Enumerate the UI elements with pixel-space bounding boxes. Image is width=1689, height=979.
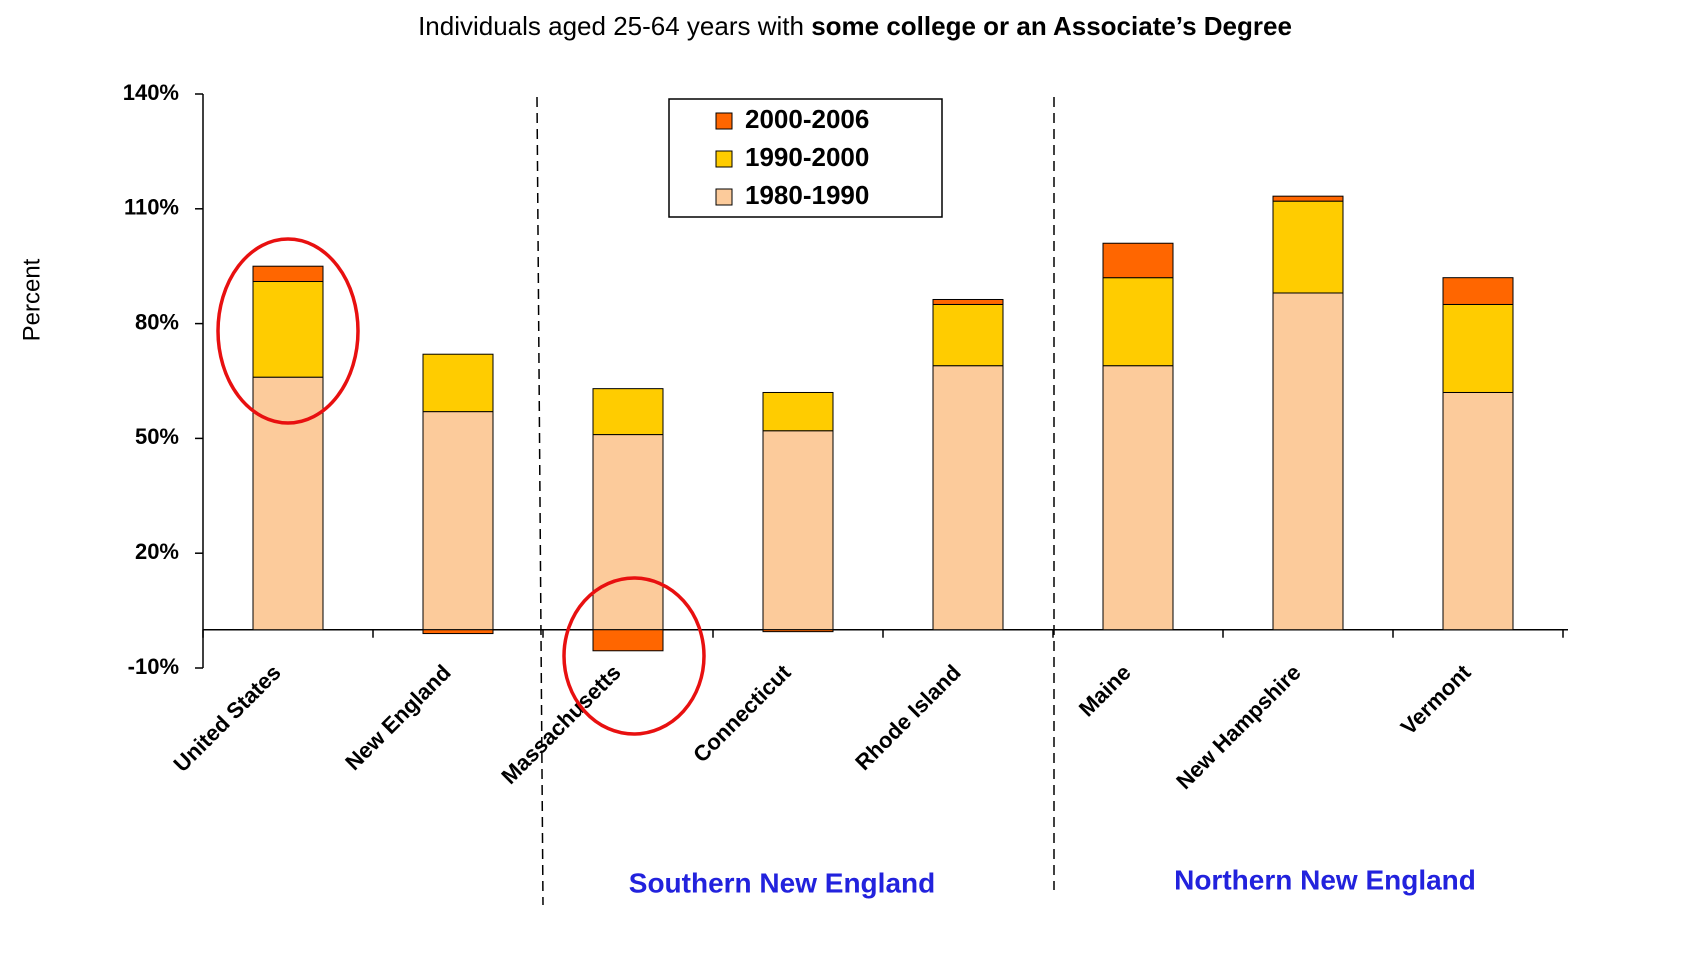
legend-label: 2000-2006	[745, 104, 869, 134]
x-tick-label: Massachusetts	[496, 660, 625, 789]
bar-segment	[592, 434, 664, 631]
bar-segment	[252, 265, 324, 283]
bar-segment	[1102, 242, 1174, 279]
group-label: Northern New England	[1174, 864, 1476, 895]
chart-title: Individuals aged 25-64 years with some c…	[418, 11, 1292, 41]
y-tick-label: 110%	[124, 195, 179, 220]
group-label: Southern New England	[629, 867, 935, 898]
y-tick-label: 140%	[123, 80, 179, 105]
x-tick-label: Rhode Island	[850, 660, 965, 775]
bar-segment	[1272, 292, 1344, 631]
highlight-circle	[216, 237, 360, 425]
legend-label: 1980-1990	[745, 180, 869, 210]
title-part: some college or an Associate’s Degree	[811, 11, 1292, 41]
bar-segment	[932, 303, 1004, 367]
title-part: Individuals aged 25-64 years with	[418, 11, 811, 41]
bar-segment	[422, 629, 494, 635]
bar-segment	[1272, 195, 1344, 202]
legend-swatch	[715, 150, 733, 168]
legend: 1980-1990 1990-2000 2000-2006	[668, 98, 943, 218]
bar-segment	[1102, 277, 1174, 367]
plot: -10% 20% 50% 80% 110% 140% United States New En…	[123, 80, 1568, 794]
bar-segment	[1442, 303, 1514, 393]
y-tick-label: 50%	[135, 424, 179, 449]
bar-segment	[932, 298, 1004, 305]
highlight-circle	[562, 576, 706, 736]
bar-segment	[1272, 200, 1344, 294]
legend-label: 1990-2000	[745, 142, 869, 172]
bar-segment	[1442, 391, 1514, 631]
bar-segment	[422, 353, 494, 413]
y-tick-label: -10%	[128, 654, 179, 679]
y-axis-label: Percent	[18, 258, 45, 341]
bar-segment	[1442, 277, 1514, 305]
bar-segment	[422, 411, 494, 631]
x-tick-label: Maine	[1074, 660, 1136, 722]
bar-segment	[252, 376, 324, 631]
bar-segment	[762, 629, 834, 633]
x-tick-label: United States	[169, 660, 286, 777]
bar-segment	[592, 629, 664, 652]
x-tick-label: Connecticut	[688, 659, 796, 767]
y-tick-label: 20%	[135, 539, 179, 564]
separator	[536, 96, 544, 906]
legend-swatch	[715, 112, 733, 130]
x-tick-label: New Hampshire	[1171, 660, 1305, 794]
bar-segment	[932, 365, 1004, 631]
legend-box	[668, 98, 943, 218]
y-tick-label: 80%	[135, 309, 179, 334]
x-tick-label: New England	[340, 660, 455, 775]
bar-segment	[762, 391, 834, 432]
legend-swatch	[715, 188, 733, 206]
bar-segment	[1102, 365, 1174, 631]
bar-segment	[592, 388, 664, 436]
bar-segment	[762, 430, 834, 631]
x-tick-label: Vermont	[1396, 659, 1476, 739]
bar-segment	[252, 281, 324, 378]
